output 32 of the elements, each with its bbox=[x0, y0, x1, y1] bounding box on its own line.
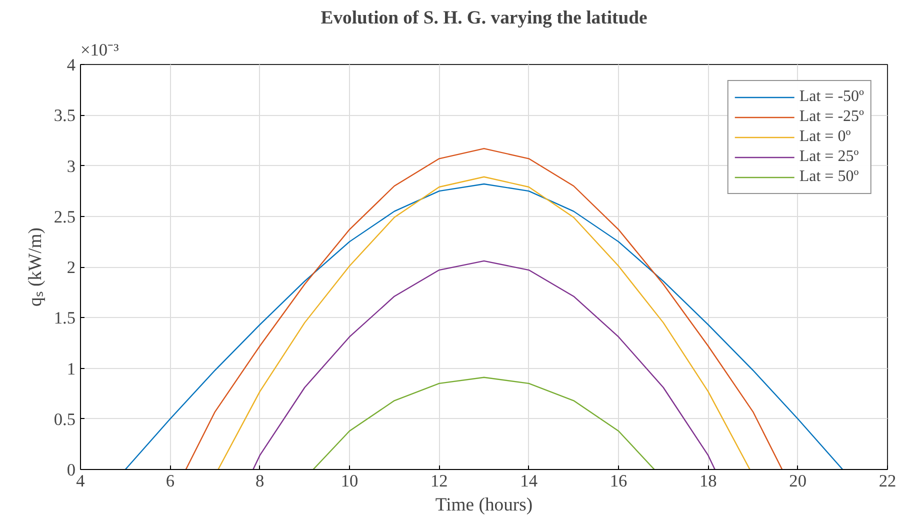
x-tick-label: 8 bbox=[256, 472, 264, 490]
x-tick-label: 6 bbox=[166, 472, 175, 490]
y-axis-title: qₛ (kW/m) bbox=[24, 227, 46, 307]
y-tick-label: 0.5 bbox=[54, 410, 76, 429]
legend-label: Lat = -50º bbox=[799, 88, 864, 106]
chart-title: Evolution of S. H. G. varying the latitude bbox=[320, 8, 648, 28]
y-tick-label: 2.5 bbox=[54, 207, 76, 226]
x-tick-label: 10 bbox=[340, 472, 358, 490]
y-tick-label: 4 bbox=[66, 56, 76, 74]
x-tick-label: 18 bbox=[700, 472, 717, 490]
y-tick-label: 1.5 bbox=[54, 308, 76, 328]
x-tick-label: 20 bbox=[789, 472, 806, 490]
x-axis-title: Time (hours) bbox=[435, 494, 533, 516]
x-tick-label: 12 bbox=[430, 472, 448, 490]
y-tick-label: 1 bbox=[66, 359, 76, 378]
line-series bbox=[218, 176, 750, 470]
y-tick-label: 0 bbox=[66, 460, 76, 480]
x-tick-label: 14 bbox=[520, 472, 538, 490]
legend-label: Lat = 50º bbox=[799, 168, 859, 186]
y-tick-label: 2 bbox=[66, 258, 76, 277]
y-tick-label: 3.5 bbox=[54, 106, 76, 126]
x-tick-label: 22 bbox=[878, 472, 896, 490]
text: ×10⁻³ bbox=[80, 40, 119, 60]
line-series bbox=[312, 376, 655, 470]
legend-label: Lat = 0º bbox=[799, 128, 851, 146]
legend-label: Lat = -25º bbox=[799, 108, 864, 126]
line-series bbox=[124, 183, 844, 470]
x-tick-label: 16 bbox=[610, 472, 628, 490]
line-series bbox=[185, 148, 783, 470]
y-tick-label: 3 bbox=[66, 156, 76, 176]
legend-label: Lat = 25º bbox=[799, 148, 859, 166]
line-series bbox=[252, 260, 716, 470]
